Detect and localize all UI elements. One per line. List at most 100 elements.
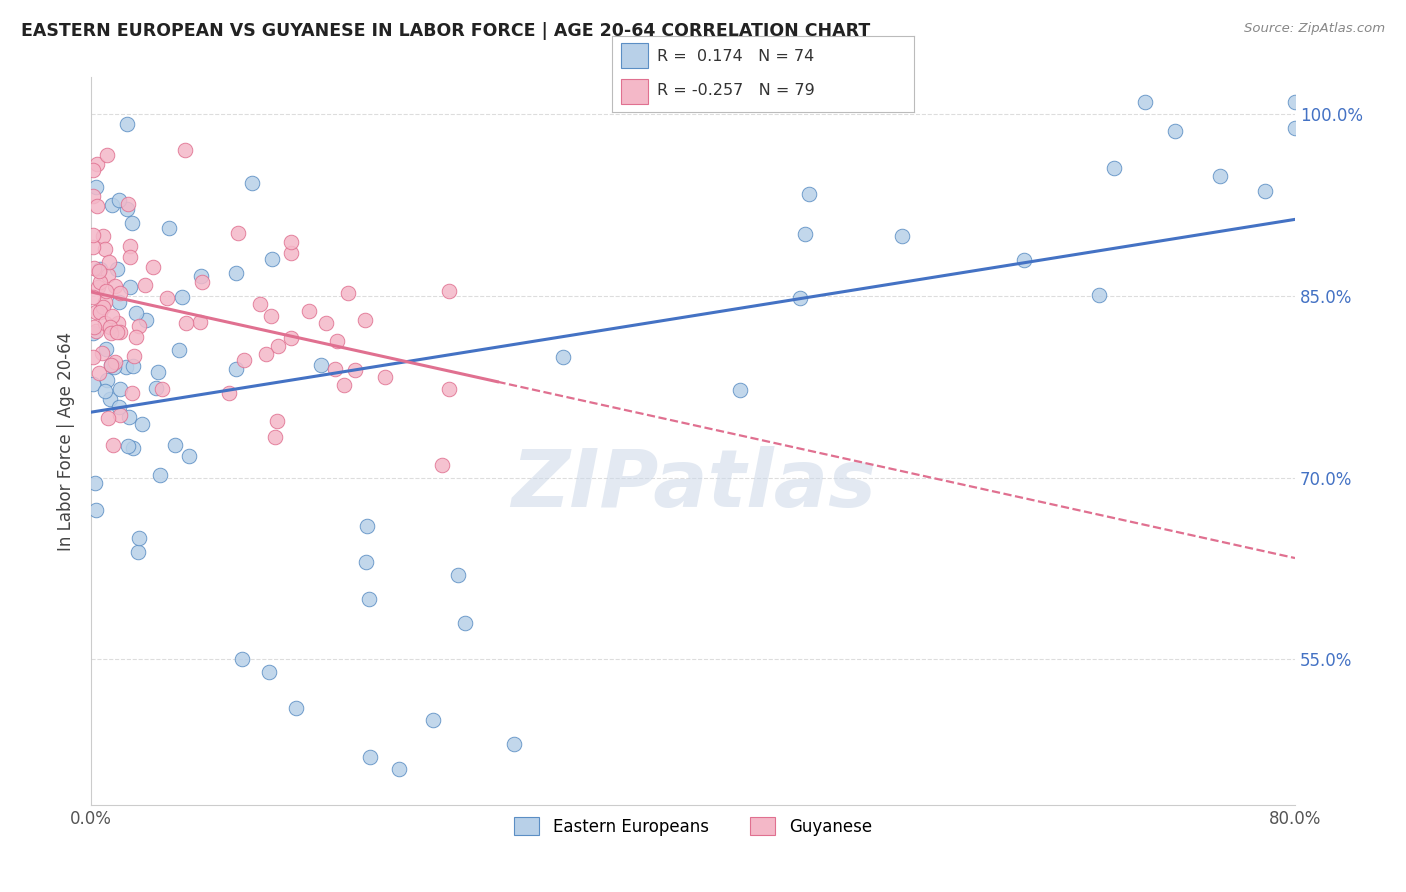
Point — [1104, 161, 1126, 176]
Point — [82, 189, 104, 203]
Point — [84, 502, 107, 516]
Point — [337, 285, 360, 300]
Point — [149, 467, 172, 482]
Point — [104, 279, 127, 293]
Point — [309, 358, 332, 372]
Text: R =  0.174   N = 74: R = 0.174 N = 74 — [657, 49, 814, 63]
Point — [117, 202, 139, 216]
Point — [100, 309, 122, 323]
Point — [454, 616, 477, 631]
Point — [87, 280, 110, 294]
Point — [388, 762, 411, 776]
Point — [1209, 169, 1232, 183]
Point — [117, 197, 139, 211]
Point — [146, 366, 169, 380]
Point — [188, 315, 211, 329]
Point — [359, 749, 381, 764]
Y-axis label: In Labor Force | Age 20-64: In Labor Force | Age 20-64 — [58, 332, 75, 550]
Point — [84, 476, 107, 491]
Point — [121, 441, 143, 455]
Point — [439, 382, 461, 396]
Point — [108, 400, 131, 414]
Point — [118, 250, 141, 264]
Point — [315, 316, 337, 330]
Point — [225, 362, 247, 376]
Point — [89, 264, 111, 278]
Point — [551, 350, 574, 364]
Point — [100, 358, 122, 372]
Point — [103, 438, 125, 452]
Point — [240, 176, 263, 190]
Point — [89, 275, 111, 289]
Point — [108, 382, 131, 396]
Point — [97, 255, 120, 269]
Point — [94, 295, 117, 310]
Point — [1012, 252, 1035, 267]
Point — [172, 290, 194, 304]
Point — [128, 532, 150, 546]
Legend: Eastern Europeans, Guyanese: Eastern Europeans, Guyanese — [506, 809, 880, 844]
Point — [131, 417, 153, 431]
Point — [122, 359, 145, 374]
Point — [104, 355, 127, 369]
Point — [82, 326, 104, 340]
Point — [333, 377, 356, 392]
Point — [86, 199, 108, 213]
Point — [225, 266, 247, 280]
Point — [437, 284, 460, 298]
Point — [97, 268, 120, 282]
Point — [157, 220, 180, 235]
Point — [142, 260, 165, 274]
Point — [728, 383, 751, 397]
Point — [82, 163, 104, 178]
Point — [447, 567, 470, 582]
Point — [98, 392, 121, 406]
Point — [84, 324, 107, 338]
Point — [176, 316, 198, 330]
Point — [107, 316, 129, 330]
Point — [374, 370, 396, 384]
Text: ZIPatlas: ZIPatlas — [510, 446, 876, 524]
Point — [105, 326, 128, 340]
Point — [124, 349, 146, 363]
Point — [96, 148, 118, 162]
Point — [174, 143, 197, 157]
Point — [267, 338, 290, 352]
Point — [1284, 95, 1306, 109]
Point — [125, 306, 148, 320]
Text: R = -0.257   N = 79: R = -0.257 N = 79 — [657, 83, 814, 98]
Point — [799, 187, 821, 202]
Point — [89, 261, 111, 276]
Point — [254, 347, 277, 361]
Point — [260, 252, 283, 266]
Point — [343, 363, 366, 377]
Point — [1284, 120, 1306, 135]
Point — [134, 278, 156, 293]
Point — [118, 238, 141, 252]
Point — [121, 385, 143, 400]
Point — [260, 309, 283, 323]
Point — [190, 268, 212, 283]
Point — [1133, 95, 1156, 109]
Point — [1163, 124, 1185, 138]
Point — [156, 291, 179, 305]
Point — [891, 229, 914, 244]
Point — [354, 313, 377, 327]
Bar — [620, 78, 648, 104]
Point — [93, 316, 115, 330]
Point — [91, 345, 114, 359]
Point — [280, 235, 302, 249]
Point — [503, 738, 526, 752]
Point — [100, 326, 122, 341]
Text: EASTERN EUROPEAN VS GUYANESE IN LABOR FORCE | AGE 20-64 CORRELATION CHART: EASTERN EUROPEAN VS GUYANESE IN LABOR FO… — [21, 22, 870, 40]
Point — [266, 414, 288, 428]
Point — [107, 294, 129, 309]
Point — [87, 366, 110, 380]
Point — [89, 305, 111, 319]
Point — [83, 320, 105, 334]
Point — [284, 701, 307, 715]
Point — [100, 358, 122, 372]
Point — [226, 226, 249, 240]
Point — [117, 439, 139, 453]
Point — [1088, 288, 1111, 302]
